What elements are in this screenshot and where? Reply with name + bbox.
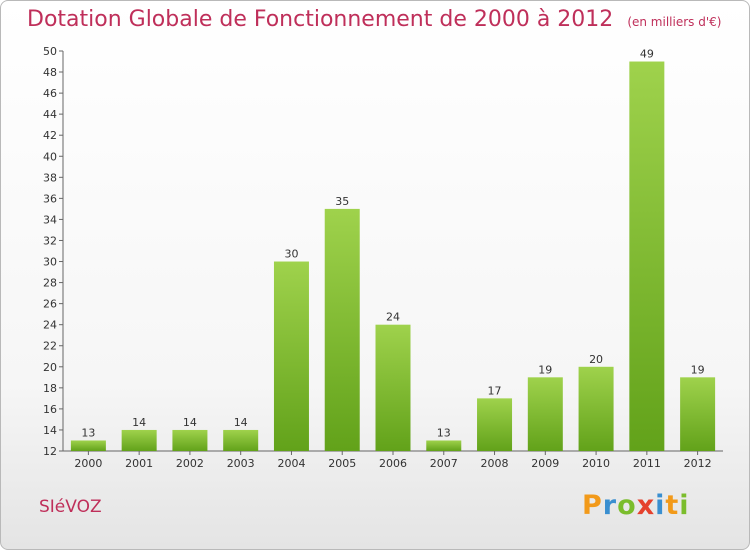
x-tick-label: 2003 [227, 457, 255, 470]
y-tick-label: 18 [43, 382, 57, 395]
bar-value-label: 20 [589, 353, 603, 366]
bar [426, 440, 462, 451]
bar [121, 429, 157, 451]
x-tick-label: 2010 [582, 457, 610, 470]
proxiti-logo: Proxiti [582, 490, 690, 521]
bar-value-label: 14 [234, 416, 248, 429]
bar-value-label: 24 [386, 311, 400, 324]
y-tick-label: 40 [43, 150, 57, 163]
x-tick-label: 2004 [277, 457, 305, 470]
logo-letter: i [655, 490, 666, 521]
bar [629, 61, 665, 452]
bar [680, 377, 716, 451]
bar [578, 366, 614, 451]
bar [375, 324, 411, 451]
y-tick-label: 38 [43, 171, 57, 184]
x-tick-label: 2002 [176, 457, 204, 470]
logo-letter: i [679, 490, 690, 521]
title-text: Dotation Globale de Fonctionnement de 20… [27, 7, 614, 32]
bar [223, 429, 259, 451]
y-tick-label: 42 [43, 129, 57, 142]
bar [527, 377, 563, 451]
y-tick-label: 44 [43, 108, 57, 121]
bar-value-label: 14 [183, 416, 197, 429]
x-tick-label: 2012 [684, 457, 712, 470]
bar-value-label: 19 [538, 363, 552, 376]
y-tick-label: 36 [43, 192, 57, 205]
bar [324, 208, 360, 451]
bar [273, 261, 309, 451]
bar-value-label: 17 [488, 384, 502, 397]
y-tick-label: 30 [43, 256, 57, 269]
bar-value-label: 30 [284, 248, 298, 261]
logo-letter: P [582, 490, 603, 521]
x-tick-label: 2005 [328, 457, 356, 470]
bar-value-label: 13 [437, 426, 451, 439]
logo-letter: x [636, 490, 656, 521]
logo-letter: t [665, 490, 680, 521]
bar-value-label: 19 [691, 363, 705, 376]
x-tick-label: 2001 [125, 457, 153, 470]
y-tick-label: 22 [43, 340, 57, 353]
x-tick-label: 2009 [531, 457, 559, 470]
x-tick-label: 2007 [430, 457, 458, 470]
y-tick-label: 28 [43, 277, 57, 290]
y-tick-label: 20 [43, 361, 57, 374]
y-tick-label: 32 [43, 234, 57, 247]
y-tick-label: 50 [43, 45, 57, 58]
y-tick-label: 26 [43, 298, 57, 311]
commune-name: SIéVOZ [39, 497, 102, 517]
y-tick-label: 24 [43, 319, 57, 332]
x-tick-label: 2006 [379, 457, 407, 470]
y-tick-label: 46 [43, 87, 57, 100]
y-tick-label: 48 [43, 66, 57, 79]
y-tick-label: 12 [43, 445, 57, 458]
bar-value-label: 14 [132, 416, 146, 429]
bar-value-label: 35 [335, 195, 349, 208]
bar [70, 440, 106, 451]
x-tick-label: 2011 [633, 457, 661, 470]
y-tick-label: 34 [43, 213, 57, 226]
logo-letter: r [602, 490, 618, 521]
y-tick-label: 16 [43, 403, 57, 416]
bar [477, 398, 513, 451]
logo-letter: o [617, 490, 637, 521]
chart-title: Dotation Globale de Fonctionnement de 20… [27, 7, 721, 32]
bar-value-label: 49 [640, 48, 654, 61]
bar-value-label: 13 [81, 426, 95, 439]
x-tick-label: 2008 [481, 457, 509, 470]
bar [172, 429, 208, 451]
x-tick-label: 2000 [74, 457, 102, 470]
y-tick-label: 14 [43, 424, 57, 437]
chart-subtitle: (en milliers d'€) [627, 15, 722, 29]
